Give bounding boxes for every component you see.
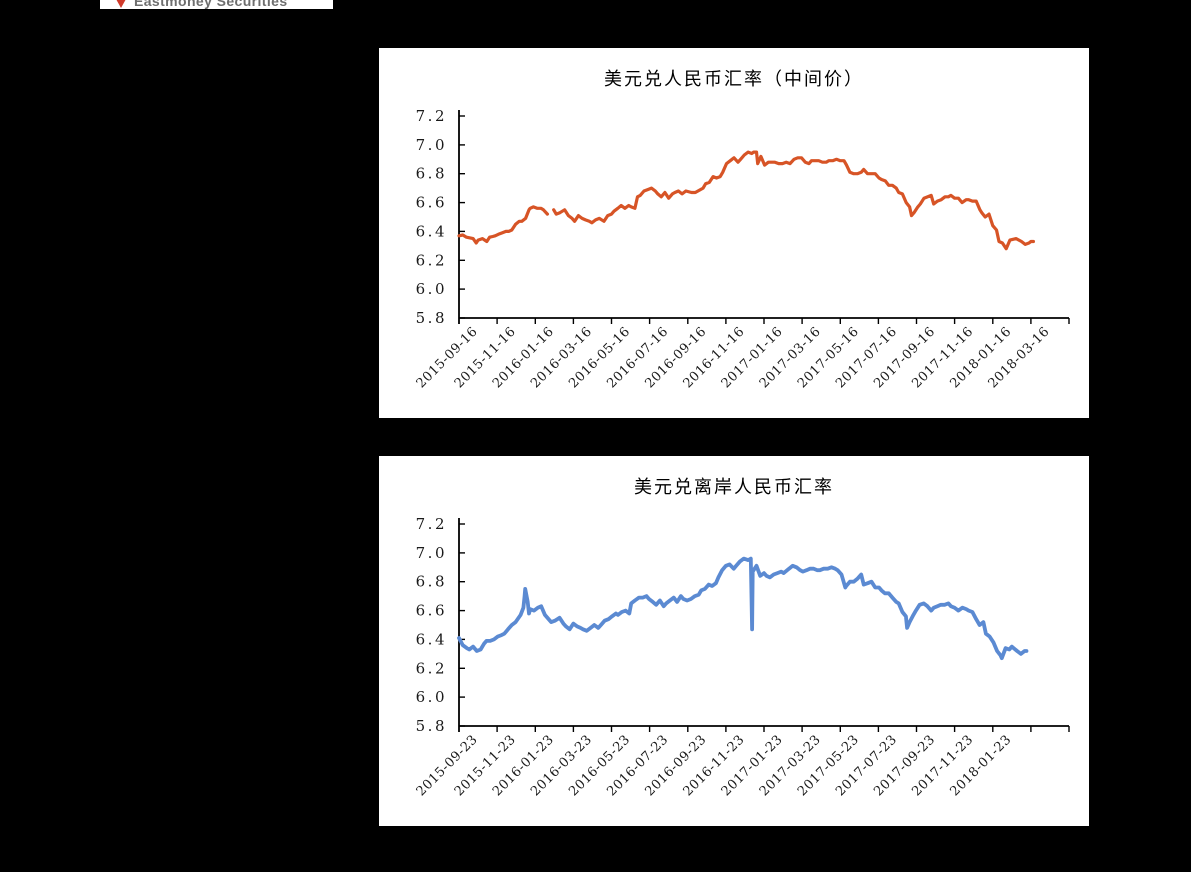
- series-line: [552, 150, 1036, 251]
- red-down-arrow-icon: [116, 0, 126, 8]
- y-tick-label: 6.8: [416, 573, 447, 591]
- y-tick-label: 6.0: [416, 280, 447, 298]
- series-line: [457, 205, 549, 245]
- y-tick-label: 5.8: [416, 309, 447, 327]
- usdcny-midprice-chart-panel: 7.2 7.0 6.8 6.6 6.4 6.2 6.0 5.8 2015-09-16 2015-1…: [379, 48, 1089, 418]
- y-tick-label: 7.2: [416, 515, 447, 533]
- eastmoney-logo-text: Eastmoney Securities: [134, 0, 288, 9]
- y-tick-label: 6.8: [416, 165, 447, 183]
- usdcnh-offshore-plot-area: 7.27.06.86.66.46.26.05.82015-09-232015-1…: [414, 515, 1070, 799]
- y-tick-label: 6.0: [416, 688, 447, 706]
- y-tick-label: 5.8: [416, 717, 447, 735]
- eastmoney-logo-row: Eastmoney Securities: [100, 0, 333, 9]
- chart-title-usdcny-midprice: 美元兑人民币汇率（中间价）: [604, 69, 864, 90]
- y-tick-label: 7.0: [416, 544, 447, 562]
- y-tick-label: 6.6: [416, 194, 447, 212]
- eastmoney-logo: Eastmoney Securities: [100, 0, 333, 9]
- usdcny-midprice-plot-area: 7.27.06.86.66.46.26.05.82015-09-162015-1…: [414, 107, 1070, 391]
- usdcnh-offshore-chart-panel: 7.2 7.0 6.8 6.6 6.4 6.2 6.0 5.8 2015-09-23 2015-1…: [379, 456, 1089, 826]
- y-tick-label: 7.2: [416, 107, 447, 125]
- y-tick-label: 7.0: [416, 136, 447, 154]
- y-tick-label: 6.2: [416, 659, 447, 677]
- chart-title-usdcnh-offshore: 美元兑离岸人民币汇率: [634, 477, 834, 498]
- y-tick-label: 6.4: [416, 222, 447, 240]
- y-tick-label: 6.6: [416, 602, 447, 620]
- y-tick-label: 6.2: [416, 251, 447, 269]
- series-line: [457, 556, 1029, 661]
- y-tick-label: 6.4: [416, 630, 447, 648]
